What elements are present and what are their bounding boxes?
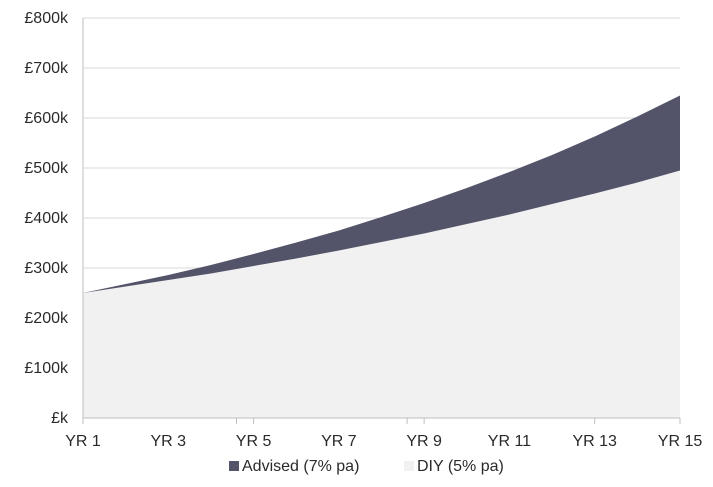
area-diy-5-pa: [83, 170, 680, 418]
area-series: [83, 95, 680, 418]
x-axis-ticks: YR 1 YR 3 YR 5 YR 7 YR 9 YR 11 YR 13 YR 15: [65, 433, 702, 450]
y-tick-label: £300k: [24, 260, 69, 277]
x-tick-label: YR 11: [488, 433, 531, 450]
legend-label: Advised (7% pa): [242, 458, 359, 475]
x-tick-label: YR 3: [150, 433, 186, 450]
legend-swatch: [229, 461, 239, 471]
x-tick-label: YR 13: [572, 433, 617, 450]
y-tick-label: £700k: [24, 60, 69, 77]
x-tick-label: YR 7: [321, 433, 357, 450]
legend-swatch: [404, 461, 414, 471]
legend: Advised (7% pa) DIY (5% pa): [229, 458, 504, 475]
y-axis-ticks: £k £100k £200k £300k £400k £500k £600k £700k £80…: [24, 10, 69, 427]
y-tick-label: £800k: [24, 10, 69, 27]
y-tick-label: £500k: [24, 160, 69, 177]
x-tick-label: YR 5: [236, 433, 272, 450]
x-tick-label: YR 9: [406, 433, 442, 450]
y-tick-label: £600k: [24, 110, 69, 127]
x-tick-label: YR 15: [658, 433, 703, 450]
y-tick-label: £100k: [24, 360, 69, 377]
axes: [82, 18, 681, 424]
x-tick-label: YR 1: [65, 433, 101, 450]
y-tick-label: £200k: [24, 310, 69, 327]
y-tick-label: £400k: [24, 210, 69, 227]
y-tick-label: £k: [51, 410, 69, 427]
legend-label: DIY (5% pa): [417, 458, 504, 475]
